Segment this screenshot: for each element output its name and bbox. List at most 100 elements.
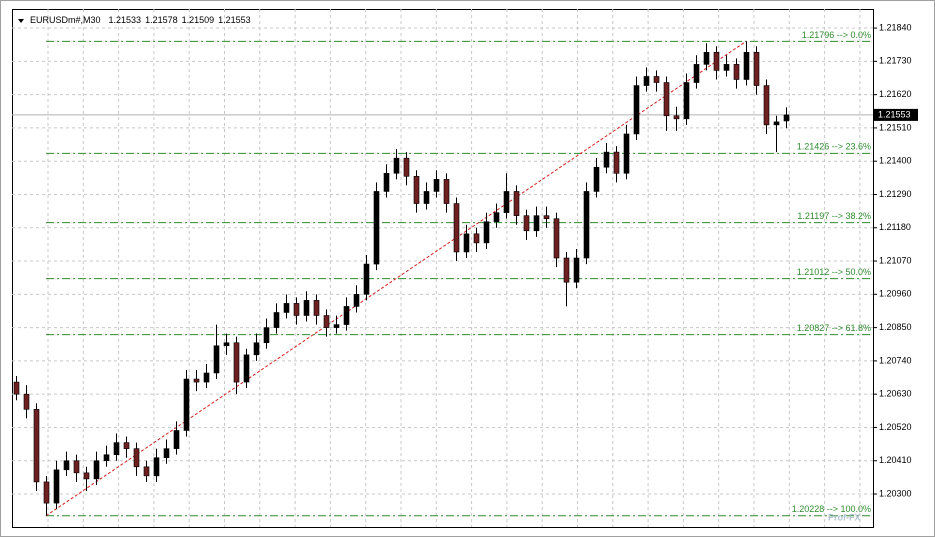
- candle-body: [473, 233, 480, 244]
- candle-body: [223, 342, 230, 347]
- candle-body: [313, 300, 320, 316]
- candle-body: [763, 85, 770, 126]
- candle-body: [113, 442, 120, 455]
- candle-body: [23, 393, 30, 410]
- candle-body: [463, 233, 470, 253]
- candle-body: [643, 76, 650, 86]
- candle-body: [523, 215, 530, 232]
- candle-body: [583, 191, 590, 259]
- y-tick-label: 1.21620: [879, 89, 912, 99]
- candle-body: [713, 51, 720, 71]
- candle-body: [353, 294, 360, 307]
- y-tick-label: 1.21180: [879, 222, 911, 232]
- candle-body: [423, 191, 430, 204]
- candle-body: [743, 51, 750, 80]
- fib-label: 1.21426 --> 23.6%: [797, 142, 871, 152]
- fib-label: 1.21197 --> 38.2%: [797, 211, 871, 221]
- candle-body: [483, 221, 490, 244]
- candle-body: [683, 82, 690, 120]
- candle-body: [103, 454, 110, 462]
- candle-body: [533, 215, 540, 232]
- candle-body: [213, 345, 220, 374]
- y-tick-label: 1.21730: [879, 56, 912, 66]
- watermark: Prof-FX: [828, 512, 861, 522]
- plot-border: [12, 9, 874, 528]
- candle-body: [273, 312, 280, 328]
- fib-label: 1.20827 --> 61.8%: [797, 323, 871, 333]
- candle-body: [253, 342, 260, 356]
- trend-line: [45, 40, 747, 517]
- candle-body: [123, 442, 130, 449]
- candle-body: [13, 381, 20, 395]
- candle-body: [513, 191, 520, 216]
- candle-body: [673, 115, 680, 120]
- candle-body: [283, 303, 290, 313]
- y-tick-label: 1.21840: [879, 22, 912, 32]
- candle-body: [773, 121, 780, 126]
- candle-body: [233, 342, 240, 383]
- candle-body: [183, 378, 190, 431]
- candle-body: [303, 300, 310, 316]
- candle-body: [753, 51, 760, 86]
- candle-body: [603, 151, 610, 168]
- candle-body: [343, 306, 350, 325]
- candle-body: [723, 64, 730, 71]
- y-tick-label: 1.20300: [879, 488, 912, 498]
- fib-label: 1.20228 --> 100.0%: [792, 504, 871, 514]
- candle-body: [43, 481, 50, 504]
- candle-body: [573, 257, 580, 283]
- y-tick-label: 1.21510: [879, 122, 912, 132]
- candle-body: [373, 191, 380, 265]
- candle-body: [163, 448, 170, 459]
- high: 1.21578: [145, 15, 178, 25]
- y-tick-label: 1.21070: [879, 255, 912, 265]
- fib-label: 1.21796 --> 0.0%: [802, 30, 871, 40]
- candle-body: [503, 191, 510, 213]
- candle-body: [663, 82, 670, 117]
- candle-body: [193, 378, 200, 383]
- candle-body: [443, 179, 450, 204]
- candle-body: [403, 157, 410, 177]
- symbol: EURUSDm#,M30: [30, 15, 101, 25]
- y-tick-label: 1.20410: [879, 455, 912, 465]
- y-tick-label: 1.20850: [879, 322, 912, 332]
- candle-body: [133, 448, 140, 468]
- candle-body: [553, 218, 560, 259]
- candle-body: [433, 179, 440, 192]
- candle-body: [693, 64, 700, 83]
- open: 1.21533: [109, 15, 142, 25]
- y-tick-label: 1.20630: [879, 389, 912, 399]
- candle-body: [363, 263, 370, 295]
- candle-body: [333, 324, 340, 328]
- y-tick-label: 1.20520: [879, 422, 912, 432]
- candle-body: [93, 460, 100, 480]
- candle-body: [593, 166, 600, 192]
- candle-body: [73, 460, 80, 474]
- candle-body: [703, 51, 710, 65]
- candle-body: [383, 172, 390, 192]
- y-tick-label: 1.20960: [879, 289, 912, 299]
- candle-body: [33, 409, 40, 483]
- candle-body: [733, 64, 740, 80]
- candle-body: [543, 215, 550, 219]
- candle-body: [623, 133, 630, 174]
- candle-body: [783, 114, 790, 122]
- candle-body: [53, 469, 60, 504]
- header: EURUSDm#,M30 1.21533 1.21578 1.21509 1.21553: [30, 15, 251, 25]
- candle-body: [203, 372, 210, 383]
- close: 1.21553: [218, 15, 251, 25]
- y-tick-label: 1.20740: [879, 355, 912, 365]
- candle-body: [393, 157, 400, 174]
- candle-body: [143, 466, 150, 477]
- y-tick-label: 1.21400: [879, 156, 912, 166]
- candle-body: [413, 176, 420, 204]
- candle-body: [633, 85, 640, 135]
- candle-body: [613, 151, 620, 174]
- menu-arrow: [18, 19, 24, 23]
- current-price-label: 1.21553: [878, 109, 911, 119]
- y-tick-label: 1.21290: [879, 189, 912, 199]
- candle-body: [653, 76, 660, 83]
- candle-body: [153, 457, 160, 477]
